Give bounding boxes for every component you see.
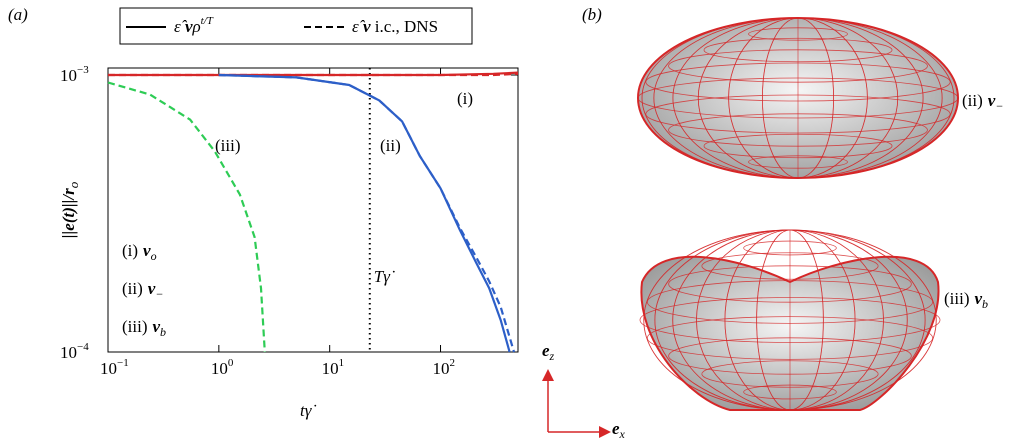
text-part: 10 [60,343,77,362]
y-tick-label: 10−3 [60,64,89,85]
x-tick-label: 101 [322,357,345,378]
text-part: 10 [211,359,228,378]
panel-label: (b) [582,5,602,24]
text-part: b [160,325,166,339]
curve [108,83,265,353]
curve-label: (i) [457,89,473,108]
text-part: −4 [77,341,89,353]
text-part: 0 [228,357,234,369]
y-tick-label: 10−4 [60,341,89,362]
text-part: γ̇ [305,401,317,420]
text-part: z [549,349,555,363]
shape-label: (ii)v− [962,91,1003,113]
text-part: 2 [450,357,456,369]
axis-name: ex [612,419,626,441]
text-part: i.c., DNS [371,17,439,36]
text-part: (i) [122,241,138,260]
text-part: (ii) [122,279,143,298]
curve-key: (ii)v− [122,279,163,301]
curve-key: (iii)vb [122,317,166,339]
text-part: x [619,427,626,441]
text-part: 10 [433,359,450,378]
y-axis-label: ||e(t)||/ro [59,181,81,238]
x-tick-label: 10−1 [100,357,129,378]
text-part: 10 [100,359,117,378]
panel-label: (a) [8,5,28,24]
text-part: (iii) [944,289,970,308]
shape-label: (iii)vb [944,289,988,311]
curve-label: (iii) [215,136,241,155]
x-tick-label: 102 [433,357,456,378]
text-part: − [995,99,1003,113]
x-axis-label: tγ̇ [300,401,316,420]
text-part: o [66,181,81,188]
x-tick-label: 100 [211,357,234,378]
text-part: − [155,287,163,301]
curve-label: (ii) [380,136,401,155]
text-part: 10 [322,359,339,378]
axis-name: ez [542,341,555,363]
text-part: ρ [192,17,201,36]
text-part: ||e(t)||/r [59,188,78,238]
text-part: b [982,297,988,311]
figure: (a)10−110010110210−410−3tγ̇||e(t)||/roTγ… [0,0,1016,442]
text-part: 10 [60,66,77,85]
legend-label: ε̂ v i.c., DNS [352,17,438,36]
text-part: 1 [339,357,345,369]
text-part: (ii) [962,91,983,110]
text-part: −3 [77,64,89,76]
text-part: (iii) [122,317,148,336]
text-part: −1 [117,357,129,369]
text-part: t/T [201,15,214,27]
plot-frame [108,68,518,352]
reference-label: Tγ̇ [374,267,395,286]
text-part: o [151,249,157,263]
curve-key: (i)vo [122,241,157,263]
